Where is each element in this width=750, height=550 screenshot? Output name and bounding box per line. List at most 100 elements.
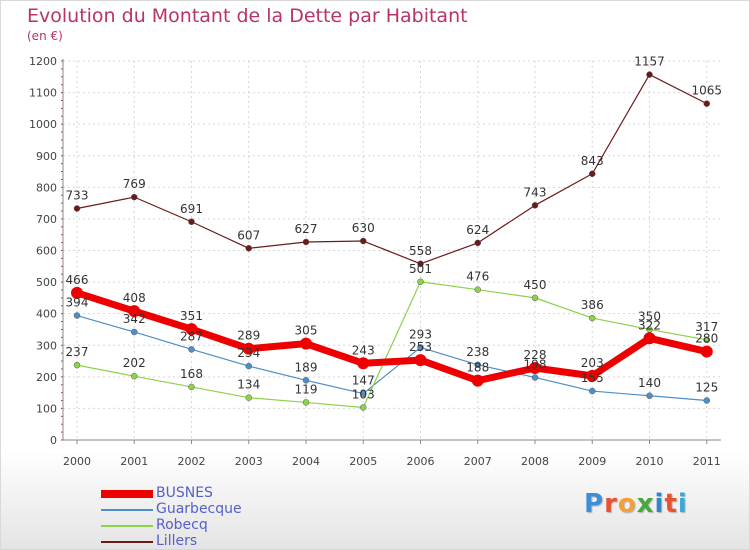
data-label: 234 (237, 346, 260, 360)
data-label: 103 (352, 387, 375, 401)
data-label: 627 (295, 222, 318, 236)
y-tick-label: 0 (50, 434, 57, 447)
data-label: 733 (66, 188, 89, 202)
data-label: 289 (237, 329, 260, 343)
legend-item: BUSNES (101, 485, 301, 502)
legend-swatch (101, 541, 153, 543)
data-point (302, 238, 310, 246)
data-label: 147 (352, 374, 375, 388)
data-point (703, 100, 710, 107)
x-tick-label: 2001 (120, 455, 148, 468)
data-point (300, 337, 312, 350)
data-point (531, 294, 539, 302)
data-point (643, 332, 656, 345)
data-label: 305 (295, 324, 318, 338)
labels-guarbecque: 394 342 287 234 189 147 293 238 198 155 140 125 (66, 296, 719, 395)
data-label: 203 (581, 356, 604, 370)
data-label: 238 (466, 345, 489, 359)
data-label: 317 (695, 320, 718, 334)
data-label: 125 (695, 381, 718, 395)
data-label: 769 (123, 177, 146, 191)
data-point (360, 404, 367, 411)
data-point (474, 361, 481, 369)
y-tick-label: 1200 (29, 55, 57, 68)
data-label: 342 (123, 312, 146, 326)
data-label: 189 (295, 360, 318, 374)
data-point (302, 377, 310, 384)
data-point (589, 170, 596, 178)
data-label: 607 (237, 228, 260, 242)
labels-robecq: 237 202 168 134 119 103 501 476 450 386 350 317 (66, 262, 719, 402)
data-point (474, 239, 481, 247)
series-line (76, 73, 708, 265)
logo-letter: x (636, 489, 655, 519)
x-tick-label: 2002 (178, 455, 206, 468)
data-label: 253 (409, 340, 432, 354)
data-point (185, 323, 198, 336)
legend: BUSNES Guarbecque Robecq Lillers (101, 485, 301, 550)
x-tick-label: 2006 (407, 455, 435, 468)
data-label: 155 (581, 371, 604, 385)
series-line (76, 281, 707, 409)
data-label: 237 (66, 345, 89, 359)
logo-letter: i (654, 489, 665, 519)
data-point (245, 394, 252, 401)
data-point (188, 218, 195, 226)
y-tick-label: 100 (36, 402, 57, 415)
series-busnes (71, 286, 713, 387)
data-point (589, 387, 596, 395)
y-tick-label: 400 (36, 308, 57, 321)
legend-swatch (101, 509, 153, 511)
y-tick-label: 200 (36, 371, 57, 384)
data-point (245, 245, 252, 252)
data-point (531, 374, 539, 381)
data-label: 280 (695, 332, 718, 346)
data-label: 501 (409, 262, 432, 276)
x-tick-label: 2005 (349, 455, 377, 468)
data-label: 350 (638, 309, 661, 323)
labels-busnes: 466 408 351 289 305 243 253 188 228 203 322 280 (66, 273, 719, 375)
data-point (417, 278, 424, 286)
data-point (589, 314, 596, 322)
y-tick-label: 600 (36, 245, 57, 258)
x-tick-label: 2008 (521, 455, 549, 468)
data-label: 394 (66, 296, 89, 310)
data-point (646, 71, 653, 78)
series-lillers (73, 71, 710, 268)
data-label: 743 (524, 185, 547, 199)
x-tick-label: 2007 (464, 455, 492, 468)
y-tick-label: 1000 (29, 118, 57, 131)
data-point (188, 346, 195, 353)
data-point (245, 362, 252, 370)
data-point (73, 361, 81, 369)
data-label: 243 (352, 343, 375, 357)
data-label: 140 (638, 376, 661, 390)
data-point (188, 383, 195, 391)
data-point (414, 354, 427, 367)
legend-item: Robecq (101, 517, 301, 534)
chart-title: Evolution du Montant de la Dette par Hab… (27, 5, 468, 27)
legend-swatch (101, 490, 153, 498)
y-tick-label: 700 (36, 213, 57, 226)
series-line (76, 314, 707, 402)
data-point (302, 399, 310, 406)
labels-lillers: 733 769 691 607 627 630 558 624 743 843 1157 1065 (66, 55, 722, 258)
data-point (128, 305, 141, 318)
data-label: 1157 (634, 55, 665, 69)
y-tick-label: 500 (36, 276, 57, 289)
logo-letter: P (584, 489, 605, 519)
data-label: 119 (295, 382, 318, 396)
data-label: 293 (409, 327, 432, 341)
logo-letter: t (664, 489, 678, 519)
data-label: 198 (524, 357, 547, 371)
data-label: 476 (466, 270, 489, 284)
legend-label: Guarbecque (156, 501, 242, 517)
logo-letter: r (604, 489, 618, 519)
data-point (131, 328, 138, 336)
data-point (529, 361, 541, 374)
data-label: 168 (180, 367, 203, 381)
data-label: 691 (180, 202, 203, 216)
legend-label: Robecq (156, 517, 208, 533)
